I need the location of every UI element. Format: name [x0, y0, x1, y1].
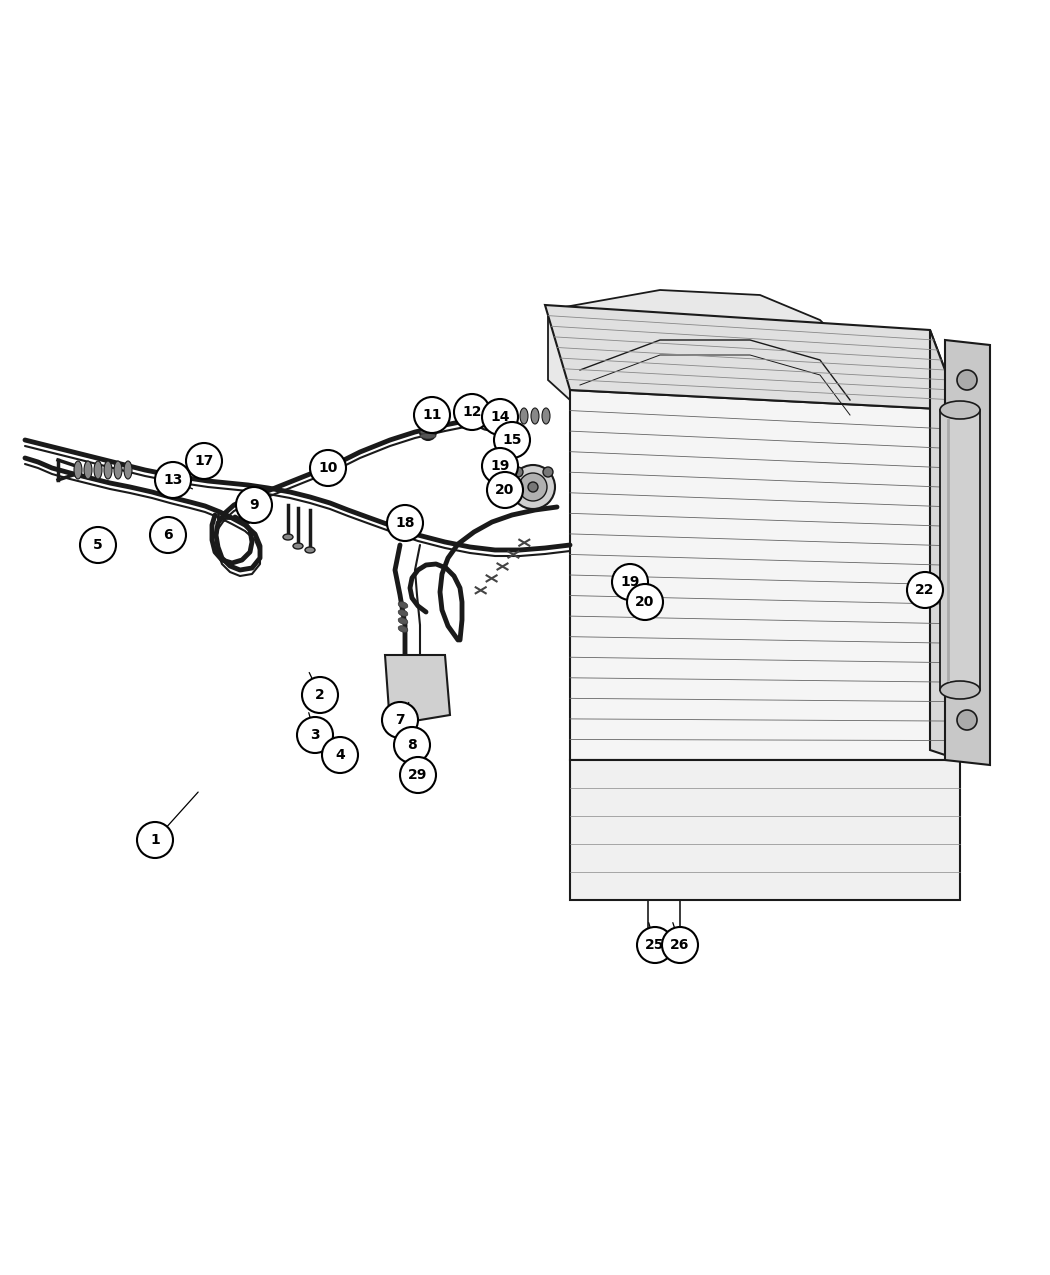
Ellipse shape: [940, 681, 980, 699]
Text: 12: 12: [462, 405, 482, 419]
Text: 11: 11: [422, 408, 442, 422]
Circle shape: [482, 399, 518, 435]
Circle shape: [482, 448, 518, 484]
Polygon shape: [930, 330, 960, 760]
Text: 9: 9: [249, 499, 258, 513]
Polygon shape: [940, 411, 980, 690]
Circle shape: [80, 527, 116, 564]
Ellipse shape: [398, 609, 407, 616]
Ellipse shape: [398, 626, 407, 632]
Circle shape: [186, 442, 222, 479]
Ellipse shape: [104, 462, 112, 479]
Text: 14: 14: [490, 411, 509, 425]
Text: 19: 19: [490, 459, 509, 473]
Circle shape: [957, 370, 977, 390]
Circle shape: [400, 757, 436, 793]
Circle shape: [150, 516, 186, 553]
Ellipse shape: [304, 547, 315, 553]
Text: 22: 22: [916, 583, 934, 597]
Circle shape: [136, 822, 173, 858]
Circle shape: [166, 479, 184, 497]
Circle shape: [302, 677, 338, 713]
Ellipse shape: [498, 408, 506, 425]
Circle shape: [155, 462, 191, 499]
Text: 18: 18: [395, 516, 415, 530]
Circle shape: [543, 467, 553, 477]
Circle shape: [519, 473, 547, 501]
Circle shape: [476, 405, 500, 430]
Polygon shape: [570, 760, 960, 900]
Circle shape: [627, 584, 663, 620]
Text: 15: 15: [502, 434, 522, 448]
Ellipse shape: [74, 462, 82, 479]
Circle shape: [907, 572, 943, 608]
Text: 20: 20: [496, 483, 514, 497]
Ellipse shape: [531, 408, 539, 425]
Circle shape: [513, 467, 523, 477]
Ellipse shape: [398, 617, 407, 625]
Ellipse shape: [542, 408, 550, 425]
Circle shape: [511, 465, 555, 509]
Polygon shape: [570, 390, 960, 760]
Ellipse shape: [420, 430, 436, 435]
Ellipse shape: [509, 408, 517, 425]
Ellipse shape: [940, 402, 980, 419]
Circle shape: [414, 397, 450, 434]
Circle shape: [322, 737, 358, 773]
Ellipse shape: [520, 408, 528, 425]
Polygon shape: [545, 305, 960, 411]
Circle shape: [637, 927, 673, 963]
Text: 20: 20: [635, 595, 655, 609]
Text: 19: 19: [621, 575, 639, 589]
Text: 26: 26: [670, 938, 690, 952]
Polygon shape: [548, 289, 860, 470]
Circle shape: [662, 927, 698, 963]
Text: 13: 13: [164, 473, 183, 487]
Circle shape: [528, 482, 538, 492]
Text: 8: 8: [407, 738, 417, 752]
Circle shape: [454, 394, 490, 430]
Circle shape: [494, 422, 530, 458]
Ellipse shape: [398, 602, 407, 608]
Text: 7: 7: [395, 713, 405, 727]
Circle shape: [487, 472, 523, 507]
Circle shape: [297, 717, 333, 754]
Ellipse shape: [293, 543, 303, 550]
Circle shape: [612, 564, 648, 601]
Circle shape: [236, 487, 272, 523]
Text: 5: 5: [93, 538, 103, 552]
Circle shape: [420, 425, 436, 440]
Circle shape: [387, 505, 423, 541]
Polygon shape: [385, 655, 450, 725]
Ellipse shape: [420, 434, 436, 439]
Ellipse shape: [420, 426, 436, 431]
Ellipse shape: [84, 462, 92, 479]
Text: 29: 29: [408, 768, 427, 782]
Text: 17: 17: [194, 454, 214, 468]
Text: 2: 2: [315, 688, 324, 703]
Text: 25: 25: [646, 938, 665, 952]
Text: 4: 4: [335, 748, 344, 762]
Circle shape: [957, 710, 977, 731]
Circle shape: [310, 450, 347, 486]
Polygon shape: [945, 340, 990, 765]
Ellipse shape: [124, 462, 132, 479]
Text: 6: 6: [163, 528, 173, 542]
Ellipse shape: [284, 534, 293, 541]
Ellipse shape: [94, 462, 102, 479]
Text: 3: 3: [310, 728, 320, 742]
Text: 10: 10: [318, 462, 338, 476]
Circle shape: [382, 703, 418, 738]
Ellipse shape: [114, 462, 122, 479]
Circle shape: [394, 727, 430, 762]
Text: 1: 1: [150, 833, 160, 847]
